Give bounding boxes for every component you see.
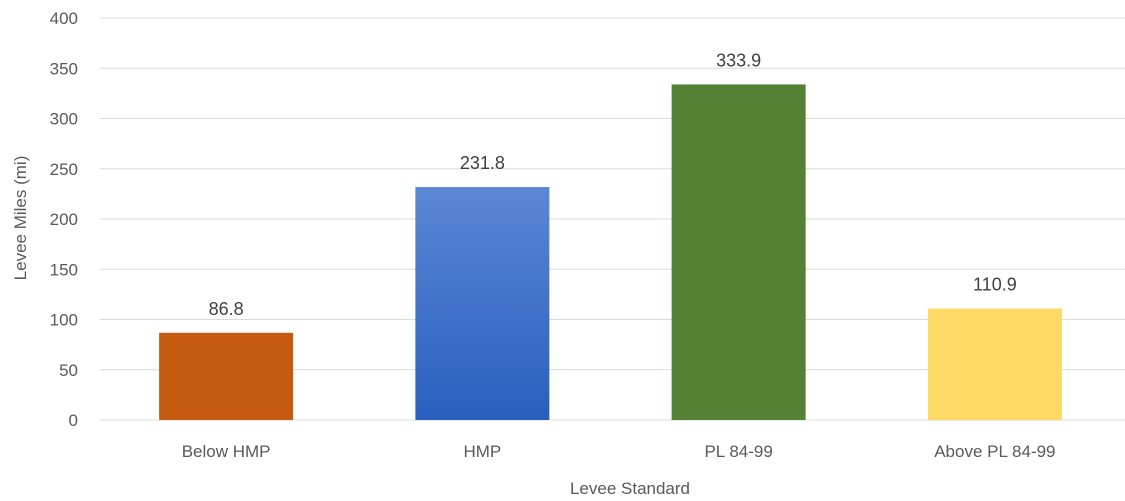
bars bbox=[159, 84, 1062, 421]
bar bbox=[927, 308, 1062, 420]
data-label: 110.9 bbox=[973, 275, 1017, 295]
bar bbox=[671, 84, 806, 421]
data-labels: 86.8 231.8 333.9 110.9 bbox=[209, 50, 1017, 318]
x-axis-title: Levee Standard bbox=[570, 479, 690, 498]
x-tick-label: Below HMP bbox=[182, 442, 271, 461]
y-tick-label: 200 bbox=[50, 210, 78, 229]
data-label: 333.9 bbox=[716, 50, 761, 70]
x-tick-label: HMP bbox=[463, 442, 501, 461]
bar bbox=[415, 187, 550, 420]
y-tick-label: 150 bbox=[50, 260, 78, 279]
data-label: 86.8 bbox=[209, 299, 244, 319]
y-tick-label: 100 bbox=[50, 311, 78, 330]
y-tick-label: 300 bbox=[50, 110, 78, 129]
y-tick-label: 0 bbox=[69, 411, 78, 430]
y-tick-label: 50 bbox=[59, 361, 78, 380]
y-axis-title: Levee Miles (mi) bbox=[11, 156, 30, 281]
x-axis-tick-labels: Below HMP HMP PL 84-99 Above PL 84-99 bbox=[182, 442, 1056, 461]
y-tick-label: 250 bbox=[50, 160, 78, 179]
y-axis-tick-labels: 0 50 100 150 200 250 300 350 400 bbox=[50, 9, 78, 430]
y-tick-label: 350 bbox=[50, 59, 78, 78]
x-tick-label: PL 84-99 bbox=[704, 442, 772, 461]
x-tick-label: Above PL 84-99 bbox=[934, 442, 1055, 461]
bar bbox=[159, 332, 294, 420]
y-tick-label: 400 bbox=[50, 9, 78, 28]
data-label: 231.8 bbox=[460, 153, 505, 173]
